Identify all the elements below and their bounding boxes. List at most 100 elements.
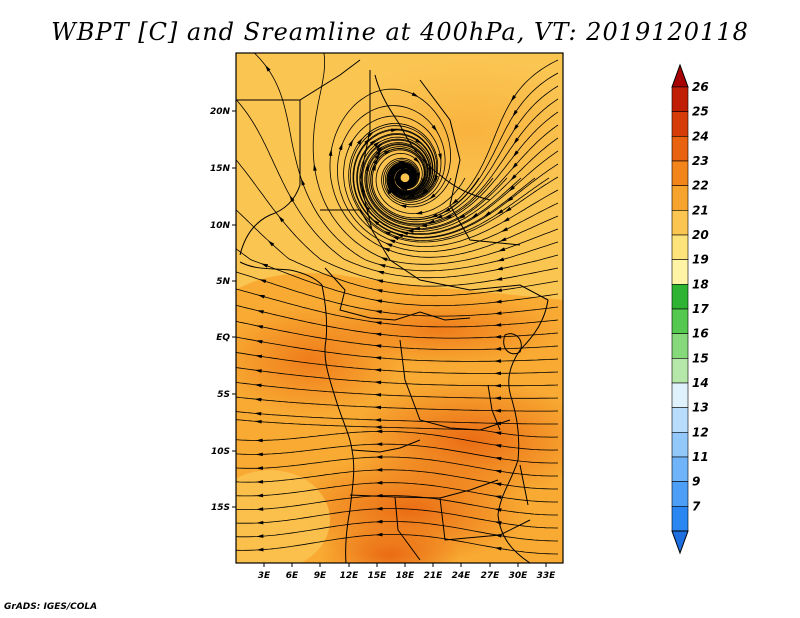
streamline	[236, 288, 559, 328]
streamline	[236, 521, 558, 542]
streamline-arrowhead	[254, 419, 262, 424]
streamline-arrowhead	[408, 175, 413, 183]
streamline	[236, 443, 558, 464]
colorbar-label: 20	[692, 228, 709, 242]
chart-title: WBPT [C] and Sreamline at 400hPa, VT: 20…	[51, 18, 749, 46]
streamline-arrowhead	[382, 247, 391, 252]
streamline-arrowhead	[495, 277, 503, 281]
streamline-arrowhead	[496, 257, 505, 262]
streamline	[236, 534, 558, 555]
streamline-arrowhead	[348, 139, 354, 147]
streamline-arrowhead	[255, 466, 263, 470]
y-tick-label: 5N	[216, 277, 230, 287]
colorbar-swatch	[671, 358, 689, 384]
y-tick-labels: 20N 15N 10N 5N EQ 5S 10S 15S	[210, 107, 231, 513]
border-6	[324, 267, 471, 321]
streamline-arrowhead	[376, 270, 385, 275]
streamline-arrowhead	[256, 534, 264, 538]
streamline-arrowhead	[301, 178, 306, 186]
colorbar-swatch	[671, 456, 689, 482]
streamline-arrowhead	[438, 153, 442, 161]
streamline-arrowhead	[499, 237, 507, 242]
streamline-arrowhead	[416, 172, 421, 180]
streamline-arrowhead	[383, 149, 391, 155]
colorbar-label: 7	[692, 499, 701, 513]
streamline-arrowhead	[434, 175, 439, 183]
streamline-arrowhead	[422, 189, 429, 196]
x-tick-label: 12E	[340, 571, 360, 581]
streamline-arrowhead	[399, 204, 407, 209]
streamline-arrowhead	[357, 137, 363, 145]
streamline-arrowhead	[387, 186, 394, 193]
streamline-arrowhead	[413, 157, 420, 164]
streamline-arrowhead	[373, 141, 381, 148]
streamline-arrowhead	[256, 507, 264, 511]
streamline-arrowhead	[513, 124, 519, 132]
streamline	[236, 381, 559, 399]
streamline-arrowhead	[254, 397, 262, 402]
streamline-arrowhead	[430, 213, 438, 218]
streamline-arrowhead	[513, 137, 520, 145]
streamline-arrowhead	[494, 311, 502, 315]
streamline-arrowhead	[255, 452, 263, 457]
colorbar-swatch	[671, 432, 689, 458]
colorbar-swatch	[671, 185, 689, 211]
y-tick-label: 15S	[211, 503, 230, 513]
streamline-arrowhead	[511, 162, 518, 170]
streamline-arrowhead	[374, 425, 382, 430]
streamline-arrowhead	[396, 234, 404, 238]
colorbar-label: 17	[692, 302, 709, 316]
streamline-arrowhead	[364, 138, 371, 145]
colorbar-swatch	[671, 160, 689, 186]
streamline-arrowhead	[375, 289, 383, 293]
streamline	[236, 419, 559, 438]
colorbar-swatch	[671, 308, 689, 334]
streamline-arrowhead	[494, 359, 502, 363]
streamline-arrowhead	[254, 369, 262, 373]
streamline-arrowhead	[361, 185, 366, 193]
streamline	[236, 508, 558, 529]
streamline-arrowhead	[256, 480, 264, 484]
x-tick-labels: 3E 6E 9E 12E 15E 18E 21E 24E 27E 30E 33E	[258, 571, 556, 581]
streamline-arrowhead	[256, 493, 264, 498]
streamline	[236, 336, 559, 362]
streamline-arrowhead	[431, 124, 438, 132]
x-tick-label: 33E	[537, 571, 557, 581]
streamline-arrowhead	[328, 148, 333, 156]
colorbar-labels: 26 25 24 23 22 21 20 19 18 17 16 15 14 13 12 11 9 7	[692, 80, 709, 513]
streamline-arrowhead	[494, 335, 502, 339]
streamline-arrowhead	[500, 227, 509, 232]
west-coastline	[239, 184, 355, 563]
y-axis	[232, 110, 236, 508]
streamline	[236, 271, 559, 317]
streamline-arrowhead	[398, 163, 406, 168]
x-axis	[263, 563, 547, 567]
colorbar-swatch	[671, 481, 689, 507]
streamline-arrowhead	[367, 131, 375, 138]
x-tick-label: 6E	[286, 571, 299, 581]
streamline-arrowhead	[259, 279, 267, 284]
streamline-arrowhead	[494, 495, 502, 499]
streamline-arrowhead	[494, 444, 502, 448]
streamline-arrowhead	[428, 167, 432, 175]
streamline-arrowhead	[494, 323, 502, 327]
streamline-arrowhead	[375, 519, 383, 524]
colorbar-label: 14	[692, 376, 709, 390]
colorbar-swatch	[671, 86, 689, 112]
streamline-arrowhead	[364, 204, 371, 211]
streamline-arrowhead	[374, 356, 382, 360]
streamline-arrowhead	[386, 187, 392, 195]
y-tick-label: EQ	[216, 333, 230, 343]
streamline-arrowhead	[429, 193, 436, 200]
colorbar-label: 22	[692, 179, 709, 193]
streamline-arrowhead	[494, 421, 502, 426]
x-tick-label: 18E	[396, 571, 416, 581]
map-frame	[235, 52, 564, 564]
streamline-arrowhead	[498, 247, 506, 252]
streamline-arrowhead	[375, 468, 383, 472]
border-5	[320, 209, 373, 231]
streamline-arrowhead	[260, 263, 269, 268]
colorbar-label: 24	[692, 129, 709, 143]
streamline	[236, 248, 559, 307]
